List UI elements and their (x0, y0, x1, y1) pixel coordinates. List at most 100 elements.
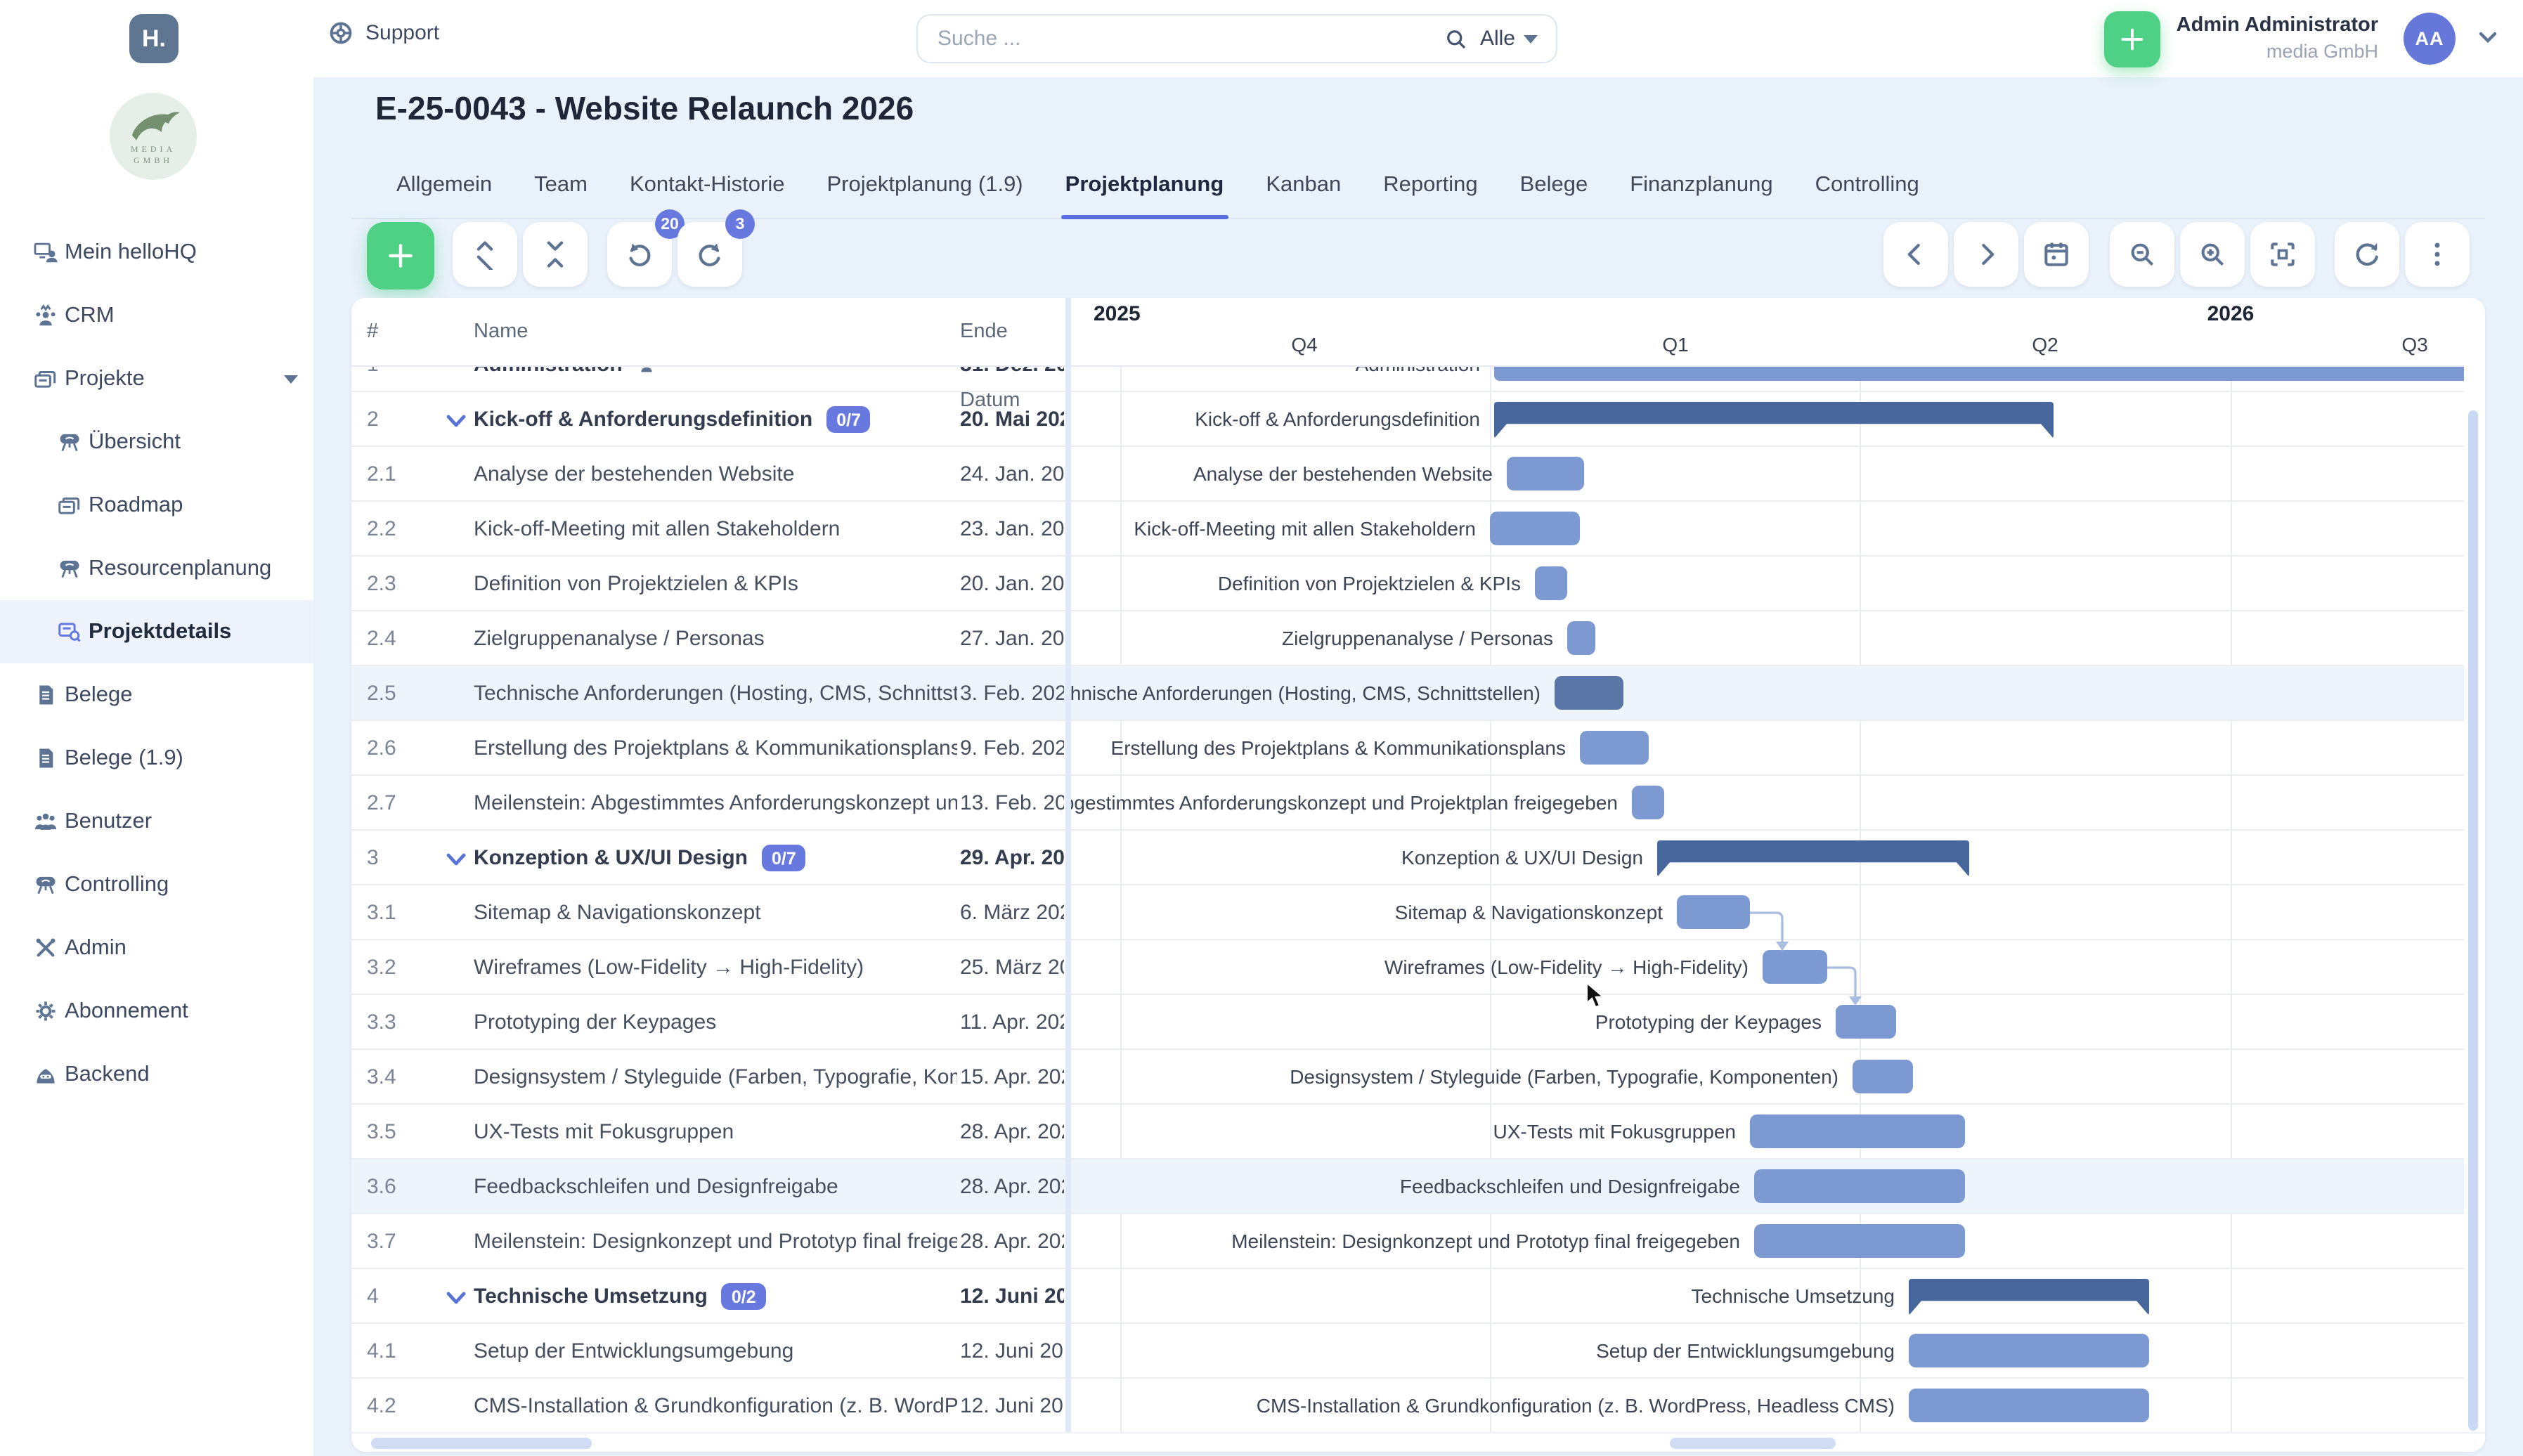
search-scope-select[interactable]: Alle (1479, 27, 1515, 51)
task-bar[interactable] (1754, 1169, 1965, 1203)
sidebar-item-admin[interactable]: Admin (0, 916, 313, 980)
table-row[interactable]: 3.4 Designsystem / Styleguide (Farben, Ty… (351, 1050, 1065, 1105)
task-bar[interactable] (1567, 621, 1595, 655)
gantt-horizontal-scrollbar[interactable] (1670, 1438, 1836, 1449)
table-horizontal-scrollbar[interactable] (371, 1438, 592, 1449)
task-bar[interactable] (1494, 402, 2054, 438)
sidebar-item-abonnement[interactable]: Abonnement (0, 980, 313, 1043)
more-options-button[interactable] (2405, 222, 2470, 287)
search-input[interactable]: Suche ... Alle (916, 14, 1557, 63)
add-task-button[interactable] (367, 222, 434, 290)
table-row[interactable]: 3.1 Sitemap & Navigationskonzept 6. März 2… (351, 885, 1065, 940)
quick-add-button[interactable] (2104, 11, 2160, 67)
task-bar[interactable] (1909, 1279, 2149, 1315)
sidebar-item-backend[interactable]: Backend (0, 1043, 313, 1106)
table-row[interactable]: 3 Konzeption & UX/UI Design 0/7 29. Apr. 20… (351, 831, 1065, 885)
table-row[interactable]: 4.1 Setup der Entwicklungsumgebung 12. Jun… (351, 1324, 1065, 1379)
zoom-to-fit-button[interactable] (2250, 222, 2315, 287)
table-row[interactable]: 2.5 Technische Anforderungen (Hosting, CM… (351, 666, 1065, 721)
sidebar-item-benutzer[interactable]: Benutzer (0, 790, 313, 853)
sidebar-item-belege[interactable]: Belege (0, 663, 313, 727)
row-expand-chevron-icon[interactable] (446, 1289, 467, 1306)
sidebar-item-resourcenplanung[interactable]: Resourcenplanung (0, 537, 313, 600)
table-row[interactable]: 2.4 Zielgruppenanalyse / Personas 27. Jan.… (351, 611, 1065, 666)
column-name[interactable]: Name (474, 320, 528, 343)
tab-kontakt-historie[interactable]: Kontakt-Historie (629, 173, 785, 197)
redo-button[interactable]: 3 (677, 209, 755, 287)
sidebar-item-controlling[interactable]: Controlling (0, 853, 313, 916)
vertical-scrollbar[interactable] (2468, 410, 2478, 1431)
table-row[interactable]: 3.7 Meilenstein: Designkonzept und Protot… (351, 1214, 1065, 1269)
chevron-down-icon[interactable] (2478, 31, 2498, 45)
next-timespan-button[interactable] (1954, 222, 2018, 287)
sidebar-item-projekte[interactable]: Projekte (0, 347, 313, 410)
task-bar[interactable] (1632, 786, 1664, 819)
task-bar[interactable] (1580, 731, 1649, 765)
task-bar[interactable] (1836, 1005, 1896, 1039)
user-menu[interactable]: Admin Administrator media GmbH (2177, 13, 2378, 63)
support-button[interactable]: Support (327, 20, 439, 46)
expand-all-button[interactable] (453, 222, 517, 287)
task-bar[interactable] (1909, 1334, 2149, 1367)
tab-projektplanung-1-9-[interactable]: Projektplanung (1.9) (826, 173, 1023, 197)
gantt-task-label: Kick-off-Meeting mit allen Stakeholdern (1134, 517, 1476, 540)
task-bar[interactable] (1535, 566, 1567, 600)
task-bar[interactable] (1754, 1224, 1965, 1258)
table-row[interactable]: 4.2 CMS-Installation & Grundkonfiguration… (351, 1379, 1065, 1432)
task-bar[interactable] (1494, 367, 2464, 381)
task-bar[interactable] (1763, 950, 1827, 984)
task-bar[interactable] (1853, 1060, 1913, 1093)
tools-icon (32, 935, 59, 961)
task-bar[interactable] (1507, 457, 1584, 490)
prev-timespan-button[interactable] (1883, 222, 1948, 287)
tab-team[interactable]: Team (534, 173, 588, 197)
table-row[interactable]: 2.2 Kick-off-Meeting mit allen Stakeholde… (351, 502, 1065, 557)
avatar[interactable]: AA (2404, 13, 2456, 65)
table-row[interactable]: 2.7 Meilenstein: Abgestimmtes Anforderung… (351, 776, 1065, 831)
column-number[interactable]: # (367, 320, 379, 343)
zoom-out-button[interactable] (2110, 222, 2174, 287)
tab-reporting[interactable]: Reporting (1383, 173, 1478, 197)
task-bar[interactable] (1677, 895, 1750, 929)
undo-button[interactable]: 20 (607, 209, 685, 287)
sidebar-item-label: Benutzer (65, 809, 153, 833)
collapse-all-button[interactable] (523, 222, 588, 287)
grid-splitter[interactable] (1065, 298, 1071, 1432)
table-row[interactable]: 3.5 UX-Tests mit Fokusgruppen 28. Apr. 202… (351, 1105, 1065, 1159)
row-expand-chevron-icon[interactable] (446, 412, 467, 429)
today-button[interactable] (2024, 222, 2089, 287)
task-bar[interactable] (1490, 512, 1580, 545)
table-row[interactable]: 3.3 Prototyping der Keypages 11. Apr. 2026 (351, 995, 1065, 1050)
sidebar-item-projektdetails[interactable]: Projektdetails (0, 600, 313, 663)
table-row[interactable]: 4 Technische Umsetzung 0/2 12. Juni 2026 (351, 1269, 1065, 1324)
tab-projektplanung[interactable]: Projektplanung (1044, 167, 1245, 219)
table-row[interactable]: 3.6 Feedbackschleifen und Designfreigabe 2… (351, 1159, 1065, 1214)
sidebar-item-mein-hellohq[interactable]: Mein helloHQ (0, 221, 313, 284)
sidebar-item-crm[interactable]: CRM (0, 284, 313, 347)
sidebar-item-roadmap[interactable]: Roadmap (0, 474, 313, 537)
row-expand-chevron-icon[interactable] (446, 850, 467, 867)
tab-controlling[interactable]: Controlling (1815, 173, 1919, 197)
gantt-task-label: Meilenstein: Abgestimmtes Anforderungsko… (1071, 791, 1618, 814)
task-bar[interactable] (1909, 1389, 2149, 1422)
column-end-date[interactable]: Ende Datum (960, 320, 1020, 412)
table-row[interactable]: 2 Kick-off & Anforderungsdefinition 0/7 20.… (351, 392, 1065, 447)
task-number: 4 (367, 1285, 379, 1308)
tab-finanzplanung[interactable]: Finanzplanung (1630, 173, 1773, 197)
sidebar-item-übersicht[interactable]: Übersicht (0, 410, 313, 474)
tab-allgemein[interactable]: Allgemein (396, 173, 493, 197)
table-row[interactable]: 3.2 Wireframes (Low-Fidelity → High-Fidel… (351, 940, 1065, 995)
table-row[interactable]: 2.6 Erstellung des Projektplans & Kommuni… (351, 721, 1065, 776)
zoom-in-button[interactable] (2180, 222, 2245, 287)
table-row[interactable]: 1 Administration 31. Dez. 2026 (351, 367, 1065, 392)
table-row[interactable]: 2.3 Definition von Projektzielen & KPIs 20… (351, 557, 1065, 611)
hellohq-logo[interactable]: H. (129, 14, 179, 63)
tab-belege[interactable]: Belege (1519, 173, 1588, 197)
task-bar[interactable] (1555, 676, 1623, 710)
table-row[interactable]: 2.1 Analyse der bestehenden Website 24. Ja… (351, 447, 1065, 502)
refresh-button[interactable] (2335, 222, 2399, 287)
task-bar[interactable] (1750, 1114, 1965, 1148)
sidebar-item-belege-1-9-[interactable]: Belege (1.9) (0, 727, 313, 790)
tab-kanban[interactable]: Kanban (1266, 173, 1342, 197)
task-bar[interactable] (1657, 840, 1969, 877)
